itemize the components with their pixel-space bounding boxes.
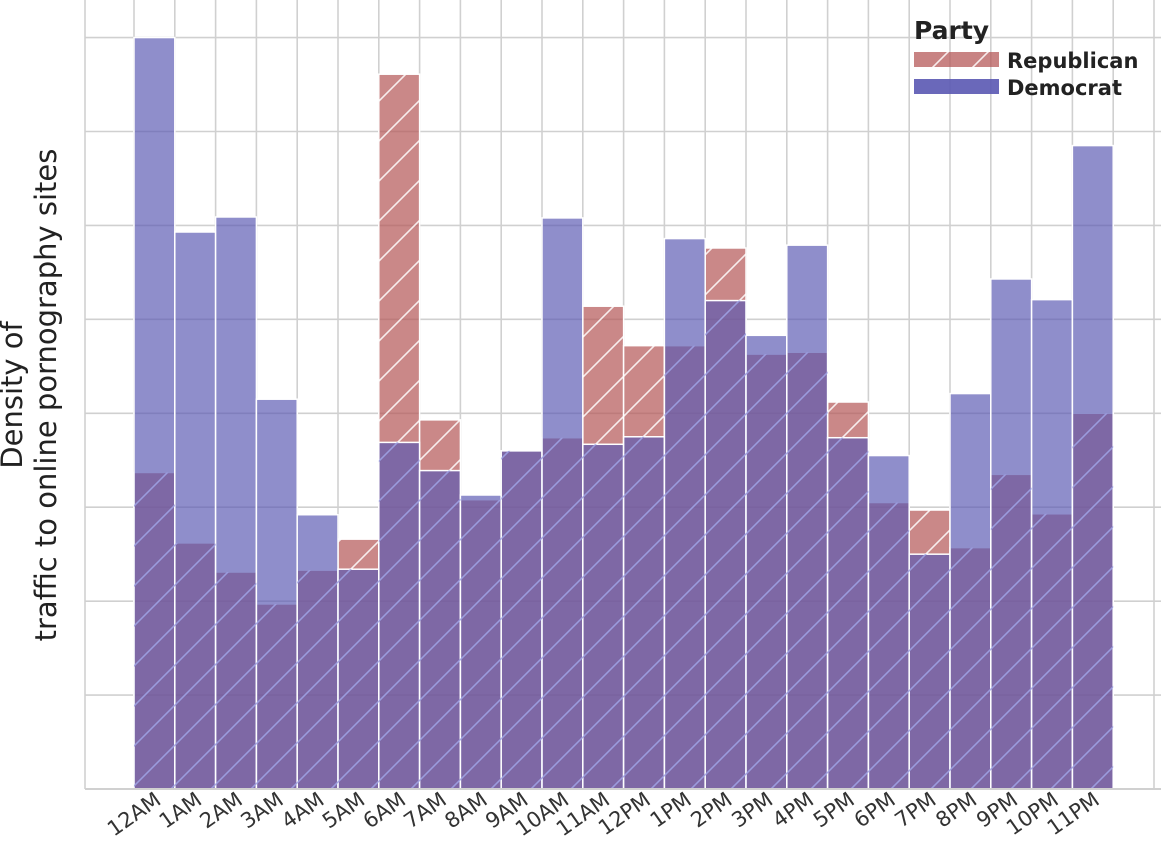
bar-overlap-hatch-5AM xyxy=(338,569,379,789)
x-tick-label: 1AM xyxy=(155,787,206,833)
bar-overlap-hatch-4PM xyxy=(786,352,828,789)
bar-overlap-hatch-6PM xyxy=(868,502,910,789)
bar-overlap-hatch-4AM xyxy=(297,570,338,789)
x-tick-label: 2PM xyxy=(687,787,737,832)
x-tick-label: 4PM xyxy=(768,787,818,832)
legend-swatch-democrat xyxy=(914,79,999,94)
x-tick-label: 4AM xyxy=(277,787,328,833)
x-tick-label: 8PM xyxy=(931,787,981,832)
bar-overlap-hatch-8AM xyxy=(460,499,502,789)
bar-overlap-hatch-10PM xyxy=(1031,513,1073,789)
x-tick-label: 5AM xyxy=(318,787,369,833)
overlap-hatch xyxy=(134,300,1114,789)
bar-overlap-hatch-9PM xyxy=(990,474,1032,789)
bar-overlap-hatch-10AM xyxy=(542,437,583,789)
legend-label-democrat: Democrat xyxy=(1007,76,1122,100)
y-axis-label-line1: Density of xyxy=(0,320,29,468)
bar-overlap-hatch-1AM xyxy=(174,542,216,789)
x-tick-label: 6PM xyxy=(850,787,900,832)
bar-overlap-hatch-12AM xyxy=(134,472,175,789)
x-tick-label: 5PM xyxy=(809,787,859,832)
bar-overlap-hatch-9AM xyxy=(501,450,542,789)
x-tick-label: 7PM xyxy=(891,787,941,832)
x-tick-label: 1PM xyxy=(646,787,696,832)
y-axis-label-line2: traffic to online pornography sites xyxy=(29,149,63,642)
bar-overlap-hatch-2PM xyxy=(705,300,746,789)
bar-overlap-hatch-11AM xyxy=(582,444,624,789)
bar-overlap-hatch-8PM xyxy=(950,547,991,789)
bar-overlap-hatch-7AM xyxy=(419,470,461,789)
bar-overlap-hatch-3AM xyxy=(256,603,298,789)
legend-title: Party xyxy=(914,16,989,45)
x-tick-label: 6AM xyxy=(359,787,410,833)
x-tick-label: 3PM xyxy=(727,787,777,832)
bar-overlap-hatch-6AM xyxy=(378,442,420,789)
bar-overlap-hatch-3PM xyxy=(746,354,787,789)
legend-swatch-republican-hatch xyxy=(914,52,999,67)
bar-overlap-hatch-2AM xyxy=(215,572,257,789)
x-tick-label: 7AM xyxy=(400,787,451,833)
bar-overlap-hatch-7PM xyxy=(909,554,950,789)
x-tick-label: 8AM xyxy=(440,787,491,833)
legend-label-republican: Republican xyxy=(1007,49,1138,73)
bar-overlap-hatch-11PM xyxy=(1072,413,1114,789)
bar-overlap-hatch-1PM xyxy=(664,345,706,789)
x-tick-label: 3AM xyxy=(236,787,287,833)
legend: Party Republican Democrat xyxy=(914,16,1138,100)
bar-overlap-hatch-5PM xyxy=(827,437,869,789)
x-tick-labels: 12AM1AM2AM3AM4AM5AM6AM7AM8AM9AM10AM11AM1… xyxy=(103,787,1104,841)
x-tick-label: 2AM xyxy=(196,787,247,833)
bar-overlap-hatch-12PM xyxy=(623,436,665,789)
